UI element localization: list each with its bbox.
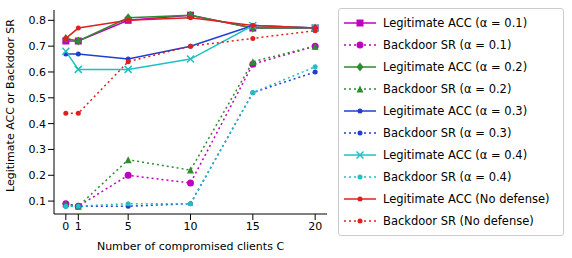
svg-text:0.5: 0.5 bbox=[29, 92, 47, 105]
html-text:Legitimate ACC (α = 0.1): Legitimate ACC (α = 0.1) bbox=[383, 16, 528, 30]
svg-text:0.8: 0.8 bbox=[29, 14, 47, 27]
svg-text:0.1: 0.1 bbox=[29, 195, 47, 208]
svg-text:10: 10 bbox=[184, 220, 198, 233]
svg-text:0: 0 bbox=[62, 220, 69, 233]
html-text:Legitimate ACC (α = 0.2): Legitimate ACC (α = 0.2) bbox=[383, 60, 528, 74]
svg-text:Number of compromised clients: Number of compromised clients C bbox=[97, 240, 284, 253]
html-text:Legitimate ACC (α = 0.3): Legitimate ACC (α = 0.3) bbox=[383, 104, 528, 118]
svg-text:Legitimate ACC or Backdoor SR: Legitimate ACC or Backdoor SR bbox=[8, 19, 17, 192]
html-text:Backdoor SR (No defense): Backdoor SR (No defense) bbox=[383, 214, 534, 228]
svg-text:0.4: 0.4 bbox=[29, 118, 47, 131]
svg-text:0.3: 0.3 bbox=[29, 143, 47, 156]
svg-text:15: 15 bbox=[246, 220, 260, 233]
html-text:Backdoor SR (α = 0.4): Backdoor SR (α = 0.4) bbox=[383, 170, 512, 184]
html-text:Backdoor SR (α = 0.2): Backdoor SR (α = 0.2) bbox=[383, 82, 512, 96]
html-text:Backdoor SR (α = 0.1): Backdoor SR (α = 0.1) bbox=[383, 38, 512, 52]
html-text:Legitimate ACC (No defense): Legitimate ACC (No defense) bbox=[383, 192, 550, 206]
svg-text:0.7: 0.7 bbox=[29, 40, 47, 53]
svg-text:0.6: 0.6 bbox=[29, 66, 47, 79]
html-text:Backdoor SR (α = 0.3): Backdoor SR (α = 0.3) bbox=[383, 126, 512, 140]
svg-text:0.2: 0.2 bbox=[29, 169, 47, 182]
svg-text:5: 5 bbox=[125, 220, 132, 233]
html-text:Legitimate ACC (α = 0.4): Legitimate ACC (α = 0.4) bbox=[383, 148, 528, 162]
svg-text:1: 1 bbox=[75, 220, 82, 233]
svg-text:20: 20 bbox=[308, 220, 322, 233]
